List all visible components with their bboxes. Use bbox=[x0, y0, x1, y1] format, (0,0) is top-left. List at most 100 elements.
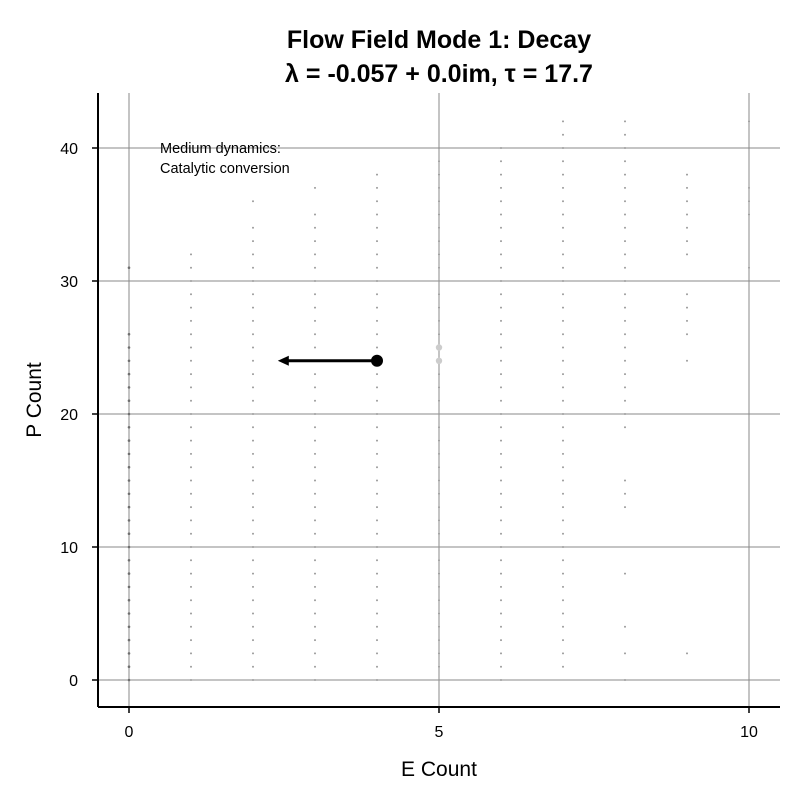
state-point bbox=[127, 332, 131, 336]
state-point bbox=[686, 173, 688, 176]
state-point bbox=[438, 599, 440, 602]
state-point bbox=[562, 280, 564, 282]
state-point bbox=[438, 213, 440, 216]
state-point bbox=[190, 625, 192, 628]
state-point bbox=[624, 373, 626, 376]
state-point bbox=[190, 399, 192, 402]
state-point bbox=[314, 599, 316, 602]
state-point bbox=[252, 572, 254, 575]
state-point bbox=[190, 333, 192, 336]
state-point bbox=[438, 492, 440, 495]
state-point bbox=[686, 306, 688, 309]
state-point bbox=[624, 173, 626, 176]
state-point bbox=[127, 465, 131, 469]
state-point bbox=[562, 386, 564, 389]
state-point bbox=[376, 439, 378, 442]
state-point bbox=[438, 532, 440, 535]
state-point bbox=[438, 585, 440, 588]
state-point bbox=[252, 452, 254, 455]
state-point bbox=[252, 625, 254, 628]
state-point bbox=[562, 546, 564, 548]
state-point bbox=[376, 200, 378, 203]
state-point bbox=[127, 572, 131, 575]
state-point bbox=[624, 333, 626, 336]
state-point bbox=[314, 253, 316, 256]
state-point bbox=[624, 240, 626, 243]
state-point bbox=[314, 572, 316, 575]
state-point bbox=[438, 266, 440, 269]
state-point bbox=[127, 479, 131, 482]
state-point bbox=[624, 399, 626, 402]
state-point bbox=[376, 546, 378, 548]
x-tick-label: 5 bbox=[435, 724, 444, 741]
state-point bbox=[376, 572, 378, 575]
state-point bbox=[624, 293, 626, 296]
y-tick-label: 40 bbox=[60, 141, 78, 158]
state-point bbox=[252, 585, 254, 588]
state-point bbox=[438, 572, 440, 575]
state-point bbox=[624, 413, 626, 415]
state-point bbox=[438, 479, 440, 482]
state-point bbox=[376, 226, 378, 229]
state-point bbox=[686, 359, 688, 362]
state-point bbox=[438, 186, 440, 189]
state-point bbox=[190, 519, 192, 522]
state-point bbox=[562, 359, 564, 362]
state-point bbox=[500, 479, 502, 482]
state-point bbox=[190, 546, 192, 548]
state-point bbox=[127, 386, 131, 389]
state-point bbox=[190, 346, 192, 349]
state-point bbox=[252, 599, 254, 602]
state-point bbox=[438, 452, 440, 455]
x-tick-label: 10 bbox=[740, 724, 758, 741]
state-point bbox=[314, 293, 316, 296]
state-point bbox=[562, 665, 564, 668]
state-point bbox=[376, 346, 378, 349]
state-point bbox=[190, 492, 192, 495]
state-point bbox=[438, 200, 440, 203]
state-point bbox=[252, 373, 254, 376]
state-point bbox=[438, 625, 440, 628]
state-point bbox=[376, 625, 378, 628]
state-point bbox=[624, 346, 626, 349]
state-point bbox=[624, 253, 626, 256]
state-point bbox=[438, 679, 440, 681]
state-point bbox=[376, 652, 378, 655]
state-point bbox=[562, 200, 564, 203]
state-point bbox=[686, 253, 688, 256]
state-point bbox=[314, 319, 316, 322]
state-point bbox=[438, 333, 440, 336]
state-point bbox=[686, 213, 688, 216]
state-point bbox=[252, 319, 254, 322]
state-point bbox=[562, 519, 564, 522]
state-point bbox=[190, 612, 192, 615]
state-point bbox=[562, 266, 564, 269]
state-point bbox=[562, 439, 564, 442]
state-point bbox=[500, 293, 502, 296]
state-point bbox=[500, 319, 502, 322]
state-point bbox=[500, 532, 502, 535]
state-point bbox=[376, 532, 378, 535]
state-point bbox=[562, 399, 564, 402]
state-point bbox=[500, 466, 502, 469]
state-point bbox=[686, 240, 688, 243]
state-point bbox=[190, 559, 192, 562]
state-point bbox=[190, 639, 192, 642]
state-point bbox=[314, 226, 316, 229]
state-point bbox=[314, 333, 316, 336]
state-point bbox=[376, 173, 378, 176]
state-point bbox=[624, 359, 626, 362]
state-point bbox=[500, 599, 502, 602]
state-point bbox=[127, 625, 131, 629]
state-point bbox=[500, 572, 502, 575]
state-point bbox=[314, 492, 316, 495]
state-point bbox=[252, 466, 254, 469]
state-point bbox=[500, 612, 502, 615]
state-point bbox=[562, 120, 564, 123]
state-point bbox=[127, 532, 131, 535]
state-point bbox=[562, 346, 564, 349]
x-tick-label: 0 bbox=[125, 724, 134, 741]
state-point bbox=[252, 679, 254, 681]
state-point bbox=[314, 439, 316, 442]
